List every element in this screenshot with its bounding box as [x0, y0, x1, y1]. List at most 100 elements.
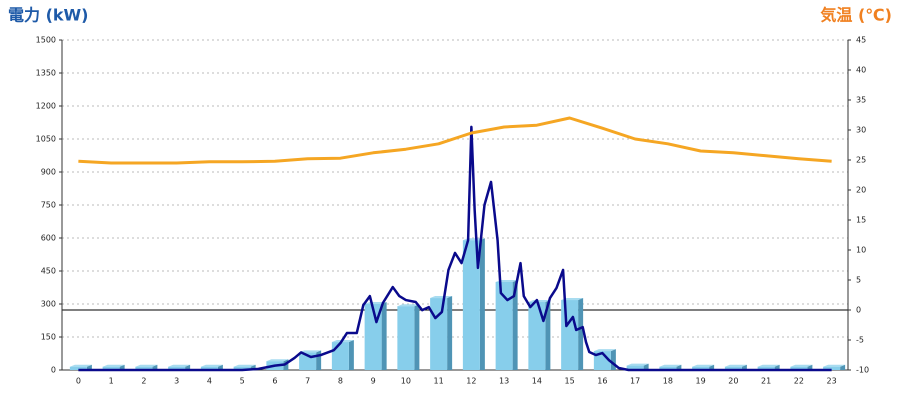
- bar-side: [709, 364, 715, 370]
- bar-top: [561, 298, 584, 301]
- bar-side: [479, 238, 485, 370]
- bar: [757, 366, 775, 370]
- y2-tick-label: 10: [856, 246, 866, 255]
- bar-top: [823, 364, 846, 367]
- bar-side: [152, 364, 158, 370]
- bar: [561, 300, 579, 370]
- bar: [692, 366, 710, 370]
- y2-tick-label: -5: [856, 336, 864, 345]
- temperature-line: [78, 116, 832, 165]
- x-tick-label: 0: [76, 377, 81, 386]
- x-tick-label: 13: [499, 377, 509, 386]
- x-tick-label: 11: [434, 377, 444, 386]
- bar-top: [69, 364, 92, 367]
- bar-side: [578, 298, 584, 370]
- y-tick-label: 1200: [36, 102, 56, 111]
- bar-side: [545, 300, 551, 370]
- bar: [790, 366, 808, 370]
- x-tick-label: 7: [305, 377, 310, 386]
- y2-tick-label: 5: [856, 276, 861, 285]
- bar-top: [626, 363, 649, 366]
- bar-side: [610, 349, 616, 370]
- bar-top: [659, 364, 682, 367]
- bar: [168, 366, 186, 370]
- bar-side: [381, 302, 387, 370]
- x-tick-label: 20: [728, 377, 738, 386]
- x-tick-label: 17: [630, 377, 640, 386]
- bar-top: [299, 350, 322, 353]
- x-tick-label: 21: [761, 377, 771, 386]
- bar: [823, 366, 841, 370]
- x-tick-label: 9: [371, 377, 376, 386]
- power-line: [78, 125, 832, 372]
- y2-tick-label: 20: [856, 186, 866, 195]
- bar: [135, 366, 153, 370]
- y-tick-label: 0: [51, 366, 56, 375]
- x-tick-label: 5: [240, 377, 245, 386]
- x-tick-label: 16: [597, 377, 607, 386]
- bar-top: [200, 364, 223, 367]
- x-tick-label: 8: [338, 377, 343, 386]
- bar-top: [168, 364, 191, 367]
- x-tick-label: 10: [401, 377, 411, 386]
- y-tick-label: 450: [41, 267, 56, 276]
- y2-tick-label: -10: [856, 366, 869, 375]
- bar-side: [447, 296, 453, 370]
- y2-tick-label: 40: [856, 66, 866, 75]
- bar-top: [593, 349, 616, 352]
- y-tick-label: 1500: [36, 36, 56, 45]
- y-tick-label: 600: [41, 234, 56, 243]
- bar-side: [185, 364, 191, 370]
- bar-side: [86, 364, 92, 370]
- bar-side: [119, 364, 125, 370]
- x-tick-label: 18: [663, 377, 673, 386]
- x-tick-label: 23: [827, 377, 837, 386]
- x-tick-label: 22: [794, 377, 804, 386]
- bar: [233, 366, 251, 370]
- x-tick-label: 14: [532, 377, 542, 386]
- bar-top: [430, 296, 453, 299]
- bar: [626, 365, 644, 370]
- x-tick-label: 1: [109, 377, 114, 386]
- bar-top: [757, 364, 780, 367]
- bar-side: [643, 363, 649, 370]
- y2-tick-label: 0: [856, 306, 861, 315]
- y2-tick-label: 30: [856, 126, 866, 135]
- x-tick-label: 3: [174, 377, 179, 386]
- bar-top: [790, 364, 813, 367]
- bar-side: [840, 364, 846, 370]
- bar-side: [774, 364, 780, 370]
- x-tick-label: 15: [565, 377, 575, 386]
- bar: [69, 366, 87, 370]
- x-tick-label: 4: [207, 377, 212, 386]
- bar: [200, 366, 218, 370]
- y-tick-label: 750: [41, 201, 56, 210]
- bar-side: [676, 364, 682, 370]
- bar-top: [364, 302, 387, 304]
- bar: [528, 302, 546, 370]
- bar: [102, 366, 120, 370]
- y2-title: 気温 (℃): [820, 6, 892, 25]
- bar-side: [414, 304, 420, 370]
- bar: [724, 366, 742, 370]
- bar-side: [512, 280, 518, 370]
- y-tick-label: 150: [41, 333, 56, 342]
- bar-top: [692, 364, 715, 367]
- bar: [331, 342, 349, 370]
- bar-side: [217, 364, 223, 370]
- bar-side: [316, 350, 322, 370]
- bar: [495, 282, 513, 370]
- bar-side: [348, 340, 354, 370]
- bar-side: [807, 364, 813, 370]
- bar-top: [233, 364, 256, 367]
- bar-top: [135, 364, 158, 367]
- bar-top: [102, 364, 125, 367]
- bar: [659, 366, 677, 370]
- bar-side: [741, 364, 747, 370]
- y-tick-label: 300: [41, 300, 56, 309]
- bar-top: [724, 364, 747, 367]
- bar: [462, 240, 480, 370]
- y-tick-label: 1050: [36, 135, 56, 144]
- bar: [397, 306, 415, 370]
